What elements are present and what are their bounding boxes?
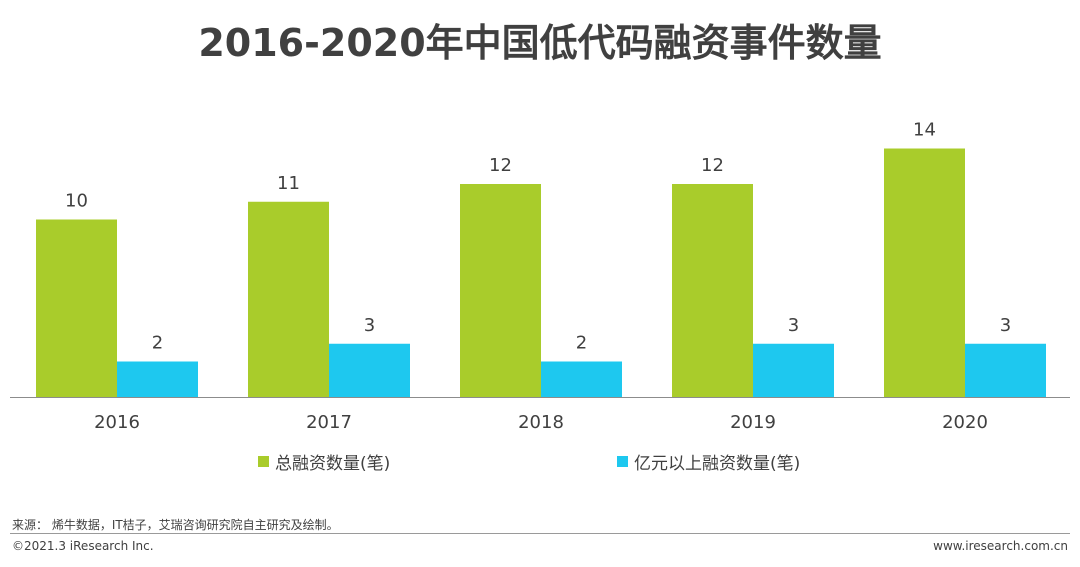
legend-label-total: 总融资数量(笔) [275,454,391,474]
x-tick-label-2017: 2017 [306,412,352,433]
data-label-large-2018: 2 [576,333,587,354]
bar-large-2019 [753,343,834,397]
data-label-total-2017: 11 [277,173,300,194]
website-link[interactable]: www.iresearch.com.cn [933,539,1068,553]
x-tick-label-2020: 2020 [942,412,988,433]
bar-large-2016 [117,361,198,397]
legend-swatch-total [258,456,269,467]
footer-divider [10,533,1070,534]
bar-large-2018 [541,361,622,397]
bar-total-2019 [672,184,753,397]
data-label-total-2016: 10 [65,191,88,212]
source-note: 来源： 烯牛数据，IT桔子，艾瑞咨询研究院自主研究及绘制。 [12,518,339,532]
bar-total-2016 [36,219,117,397]
data-label-total-2019: 12 [701,155,724,176]
data-label-large-2019: 3 [788,315,799,336]
x-tick-label-2016: 2016 [94,412,140,433]
data-label-total-2020: 14 [913,120,936,141]
data-label-large-2017: 3 [364,315,375,336]
bar-total-2017 [248,201,329,397]
legend-swatch-large [617,456,628,467]
bar-large-2017 [329,343,410,397]
bar-total-2018 [460,184,541,397]
bar-chart: 10 2 2016 11 3 2017 12 2 2018 12 3 2019 14 3 2020 [10,120,1070,433]
data-label-total-2018: 12 [489,155,512,176]
copyright: ©2021.3 iResearch Inc. [12,539,154,553]
legend-label-large: 亿元以上融资数量(笔) [634,454,801,474]
legend-item-large: 亿元以上融资数量(笔) [617,449,800,474]
bar-large-2020 [965,343,1046,397]
data-label-large-2020: 3 [1000,315,1011,336]
bar-total-2020 [884,148,965,397]
data-label-large-2016: 2 [152,333,163,354]
chart-title: 2016-2020年中国低代码融资事件数量 [198,21,882,65]
legend-item-total: 总融资数量(笔) [258,449,390,474]
x-tick-label-2019: 2019 [730,412,776,433]
x-tick-label-2018: 2018 [518,412,564,433]
